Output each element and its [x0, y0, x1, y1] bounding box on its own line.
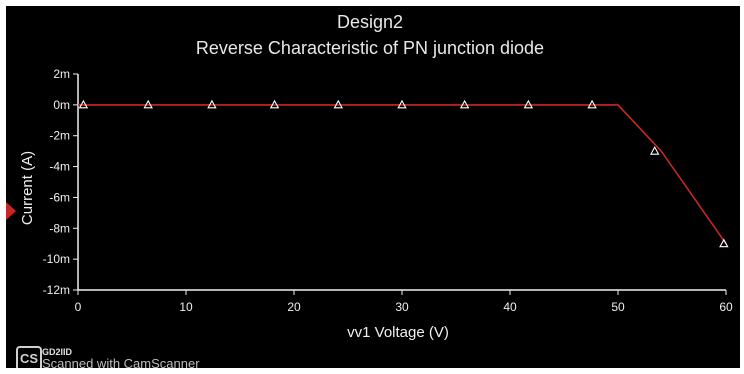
y-tick-label: -6m	[49, 190, 70, 204]
y-tick-label: -8m	[49, 221, 70, 235]
x-axis-label: vv1 Voltage (V)	[347, 324, 449, 341]
data-point-marker	[143, 99, 153, 109]
data-point-marker	[459, 99, 470, 109]
y-tick-label: -10m	[43, 252, 70, 266]
camscanner-logo: CS	[16, 346, 42, 368]
data-point-marker	[78, 99, 89, 109]
data-point-marker	[587, 99, 597, 109]
watermark-badge: GD2IID	[42, 347, 73, 357]
data-point-marker	[523, 99, 534, 109]
chart-subtitle: Reverse Characteristic of PN junction di…	[196, 38, 544, 58]
x-tick-label: 40	[503, 300, 517, 314]
data-point-marker	[333, 99, 344, 109]
y-tick-label: -4m	[49, 160, 70, 174]
x-tick-label: 60	[719, 300, 733, 314]
data-point-marker	[269, 99, 280, 109]
y-tick-label: -12m	[43, 283, 70, 297]
plot-area: 0 10 20 30 40 50 60 2m 0m -2m -4m -6m -8m -10m -12m	[43, 67, 733, 314]
data-point-marker	[649, 145, 660, 155]
chart-screen: Design2 Reverse Characteristic of PN jun…	[6, 6, 740, 368]
y-tick-label: 0m	[53, 98, 70, 112]
x-tick-label: 10	[179, 300, 193, 314]
x-tick-label: 0	[75, 300, 82, 314]
edge-marker	[6, 202, 16, 220]
watermark-text: Scanned with CamScanner	[42, 356, 200, 368]
x-tick-label: 30	[395, 300, 409, 314]
data-point-marker	[207, 99, 217, 109]
data-point-marker	[397, 99, 407, 109]
chart: Design2 Reverse Characteristic of PN jun…	[19, 12, 733, 341]
chart-title: Design2	[337, 12, 403, 32]
data-point-marker	[719, 238, 729, 248]
x-tick-label: 20	[287, 300, 301, 314]
y-tick-label: 2m	[53, 67, 70, 81]
y-axis-label: Current (A)	[19, 151, 36, 225]
series-line	[78, 104, 727, 245]
y-tick-label: -2m	[49, 129, 70, 143]
x-tick-label: 50	[611, 300, 625, 314]
